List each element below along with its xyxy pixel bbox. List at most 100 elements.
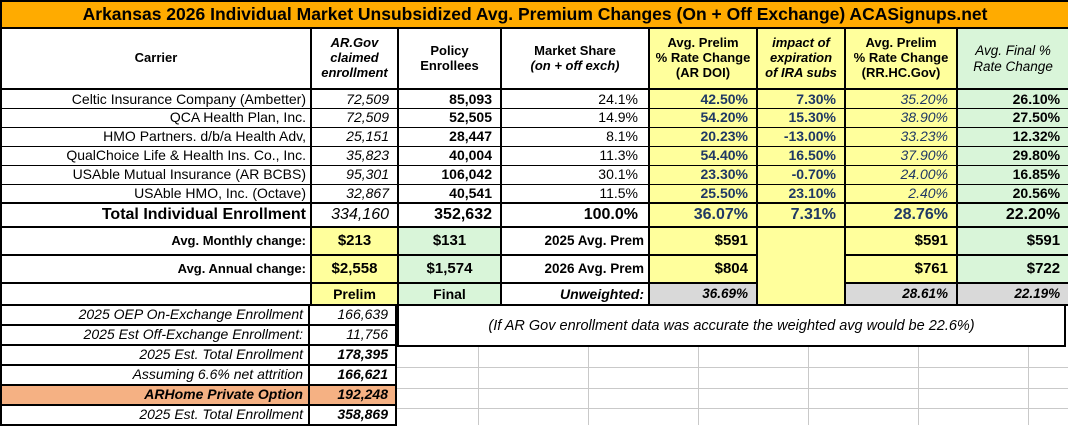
table-row: HMO Partners. d/b/a Health Adv, 25,151 2… [0,126,1068,147]
annual-change-label: Avg. Annual change: [0,254,312,284]
arhome-row-value: 192,248 [310,386,397,406]
bottom-row-label: Assuming 6.6% net attrition [0,366,310,386]
prelim-final-row: Prelim Final Unweighted: 36.69% 28.61% 2… [0,282,1068,306]
ira-impact-cell: 16.50% [756,145,846,166]
ira-impact-cell: 23.10% [756,183,846,204]
page-title: Arkansas 2026 Individual Market Unsubsid… [0,0,1068,29]
total-rrhc: 28.76% [844,202,958,228]
bottom-row-value: 11,756 [310,326,397,346]
unweighted-label: Unweighted: [500,282,650,306]
avg-prem-2026-label: 2026 Avg. Prem [500,254,650,284]
arhome-row-label: ARHome Private Option [0,386,310,406]
total-share: 100.0% [500,202,650,228]
monthly-prelim-value: $213 [310,226,399,256]
column-header-argov-enrollment: AR.Gov claimed enrollment [310,27,399,90]
grid-line [698,347,699,425]
market-share-cell: 30.1% [500,164,650,185]
bottom-row-label: 2025 OEP On-Exchange Enrollment [0,306,310,326]
final-column-tag: Final [397,282,502,306]
column-header-policy-enrollees: Policy Enrollees [397,27,502,90]
bottom-row-value: 178,395 [310,346,397,366]
prelim-rrhc-cell: 35.20% [844,88,958,109]
bottom-row-value: 166,639 [310,306,397,326]
prelim-doi-cell: 54.20% [648,107,758,128]
market-share-cell: 11.5% [500,183,650,204]
final-rate-cell: 27.50% [955,107,1068,128]
total-doi: 36.07% [648,202,758,228]
grid-line [1028,347,1029,425]
market-share-cell: 11.3% [500,145,650,166]
unweighted-doi: 36.69% [648,282,758,306]
market-share-cell: 14.9% [500,107,650,128]
grid-line [397,388,1068,389]
table-row: USAble Mutual Insurance (AR BCBS) 95,301… [0,164,1068,185]
prelim-rrhc-cell: 2.40% [844,183,958,204]
grid-line [478,347,479,425]
table-row: QCA Health Plan, Inc. 72,509 52,505 14.9… [0,107,1068,128]
annual-prelim-value: $2,558 [310,254,399,284]
market-share-cell: 24.1% [500,88,650,109]
avg-prem-2025-doi: $591 [648,226,758,256]
column-header-prelim-rrhc: Avg. Prelim % Rate Change (RR.HC.Gov) [844,27,958,90]
monthly-change-row: Avg. Monthly change: $213 $131 2025 Avg.… [0,226,1068,306]
policy-enrollees-cell: 85,093 [397,88,502,109]
prelim-doi-cell: 23.30% [648,164,758,185]
final-rate-cell: 26.10% [955,88,1068,109]
bottom-row-value: 358,869 [310,406,397,426]
prelim-rrhc-cell: 24.00% [844,164,958,185]
total-ira: 7.31% [756,202,846,228]
annual-change-row: Avg. Annual change: $2,558 $1,574 2026 A… [0,254,1068,284]
argov-enrollment-cell: 32,867 [310,183,399,204]
market-share-sublabel: (on + off exch) [530,57,620,73]
table-row: USAble HMO, Inc. (Octave) 32,867 40,541 … [0,183,1068,204]
ira-impact-cell: 7.30% [756,88,846,109]
argov-enrollment-cell: 72,509 [310,88,399,109]
bottom-row-label: 2025 Est. Total Enrollment [0,406,310,426]
table-row: QualChoice Life & Health Ins. Co., Inc. … [0,145,1068,166]
premium-change-table: Arkansas 2026 Individual Market Unsubsid… [0,0,1068,306]
table-row: Celtic Insurance Company (Ambetter) 72,5… [0,88,1068,109]
policy-enrollees-cell: 106,042 [397,164,502,185]
avg-prem-2025-final: $591 [955,226,1068,256]
column-header-ira-impact: impact of expiration of IRA subs [756,27,846,90]
market-share-cell: 8.1% [500,126,650,147]
column-header-prelim-ar-doi: Avg. Prelim % Rate Change (AR DOI) [648,27,758,90]
total-argov: 334,160 [310,202,399,228]
policy-enrollees-cell: 40,004 [397,145,502,166]
list-item: 2025 Est. Total Enrollment 358,869 [0,406,1068,426]
total-label: Total Individual Enrollment [0,202,312,228]
grid-line [397,367,1068,368]
bottom-section: 2025 OEP On-Exchange Enrollment 166,639 … [0,306,1068,426]
monthly-final-value: $131 [397,226,502,256]
ira-merged-cell [756,226,846,306]
list-item: 2025 OEP On-Exchange Enrollment 166,639 [0,306,1068,326]
avg-prem-2026-doi: $804 [648,254,758,284]
unweighted-rrhc: 28.61% [844,282,958,306]
grid-line [588,347,589,425]
column-header-row: Carrier AR.Gov claimed enrollment Policy… [0,27,1068,90]
bottom-row-value: 166,621 [310,366,397,386]
carrier-name-cell: QCA Health Plan, Inc. [0,107,312,128]
carrier-name-cell: Celtic Insurance Company (Ambetter) [0,88,312,109]
argov-enrollment-cell: 95,301 [310,164,399,185]
final-rate-cell: 29.80% [955,145,1068,166]
prelim-doi-cell: 25.50% [648,183,758,204]
policy-enrollees-cell: 28,447 [397,126,502,147]
unweighted-final: 22.19% [955,282,1068,306]
prelim-rrhc-cell: 38.90% [844,107,958,128]
carrier-name-cell: HMO Partners. d/b/a Health Adv, [0,126,312,147]
avg-prem-2026-final: $722 [955,254,1068,284]
ira-impact-cell: -0.70% [756,164,846,185]
final-rate-cell: 20.56% [955,183,1068,204]
column-header-carrier: Carrier [0,27,312,90]
list-item: Assuming 6.6% net attrition 166,621 [0,366,1068,386]
market-share-label: Market Share [534,42,616,58]
avg-prem-2025-label: 2025 Avg. Prem [500,226,650,256]
bottom-row-label: 2025 Est. Total Enrollment [0,346,310,366]
argov-enrollment-cell: 25,151 [310,126,399,147]
total-enrollees: 352,632 [397,202,502,228]
prelim-doi-cell: 42.50% [648,88,758,109]
ira-impact-cell: 15.30% [756,107,846,128]
policy-enrollees-cell: 52,505 [397,107,502,128]
